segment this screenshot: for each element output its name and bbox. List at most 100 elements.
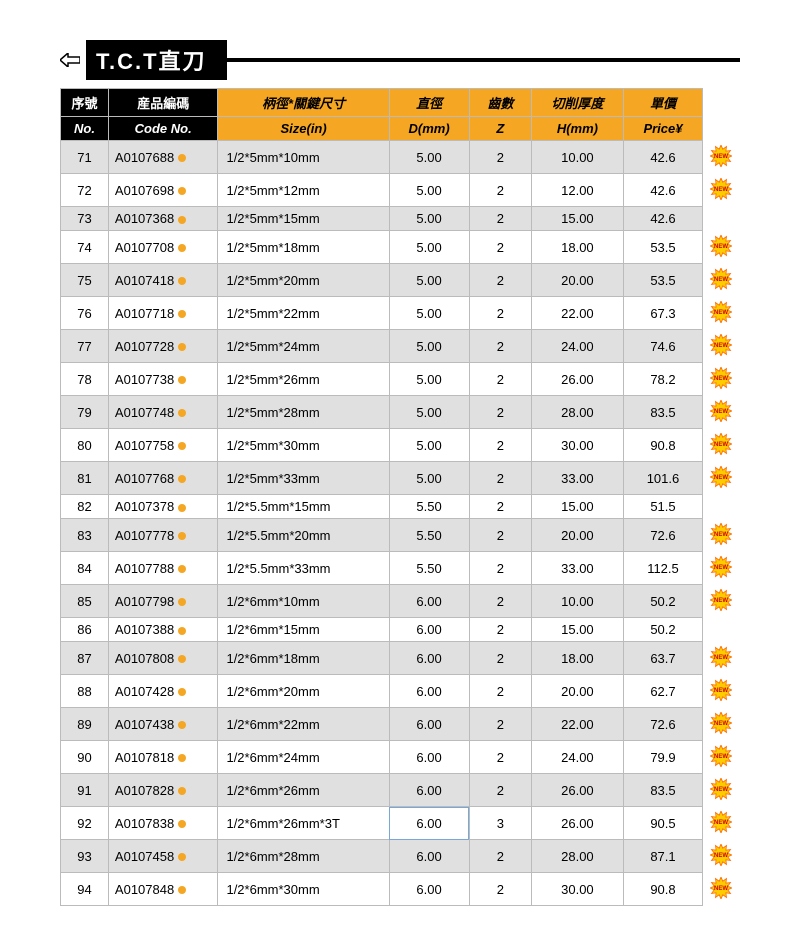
cell-no: 90	[61, 741, 109, 774]
cell-no: 93	[61, 840, 109, 873]
cell-no: 78	[61, 363, 109, 396]
header-row-zh: 序號 産品編碼 柄徑*關鍵尺寸 直徑 齒數 切削厚度 單價	[61, 89, 740, 117]
cell-badge: NEW	[703, 840, 740, 873]
svg-text:NEW: NEW	[714, 532, 728, 538]
cell-d: 6.00	[389, 618, 469, 642]
new-badge-icon: NEW	[710, 433, 732, 455]
table-row: 80A01077581/2*5mm*30mm5.00230.0090.8NEW	[61, 429, 740, 462]
cell-z: 2	[469, 396, 532, 429]
cell-no: 80	[61, 429, 109, 462]
cell-code: A0107428	[108, 675, 218, 708]
cell-price: 90.5	[623, 807, 703, 840]
dot-icon	[178, 787, 186, 795]
cell-h: 10.00	[532, 585, 623, 618]
dot-icon	[178, 154, 186, 162]
cell-badge	[703, 495, 740, 519]
table-row: 74A01077081/2*5mm*18mm5.00218.0053.5NEW	[61, 231, 740, 264]
cell-badge: NEW	[703, 519, 740, 552]
cell-badge: NEW	[703, 396, 740, 429]
cell-size: 1/2*5mm*33mm	[218, 462, 389, 495]
cell-z: 2	[469, 585, 532, 618]
dot-icon	[178, 343, 186, 351]
cell-size: 1/2*6mm*30mm	[218, 873, 389, 906]
header-row-en: No. Code No. Size(in) D(mm) Z H(mm) Pric…	[61, 117, 740, 141]
cell-size: 1/2*6mm*24mm	[218, 741, 389, 774]
svg-text:NEW: NEW	[714, 787, 728, 793]
cell-badge: NEW	[703, 462, 740, 495]
cell-no: 75	[61, 264, 109, 297]
svg-text:NEW: NEW	[714, 442, 728, 448]
dot-icon	[178, 565, 186, 573]
th-h-en: H(mm)	[532, 117, 623, 141]
cell-size: 1/2*5mm*28mm	[218, 396, 389, 429]
table-row: 85A01077981/2*6mm*10mm6.00210.0050.2NEW	[61, 585, 740, 618]
cell-h: 22.00	[532, 708, 623, 741]
cell-size: 1/2*5mm*20mm	[218, 264, 389, 297]
cell-price: 74.6	[623, 330, 703, 363]
new-badge-icon: NEW	[710, 778, 732, 800]
cell-d: 6.00	[389, 585, 469, 618]
cell-d: 6.00	[389, 807, 469, 840]
table-row: 93A01074581/2*6mm*28mm6.00228.0087.1NEW	[61, 840, 740, 873]
cell-code: A0107378	[108, 495, 218, 519]
cell-z: 2	[469, 840, 532, 873]
cell-badge: NEW	[703, 141, 740, 174]
cell-badge: NEW	[703, 297, 740, 330]
cell-no: 76	[61, 297, 109, 330]
cell-h: 15.00	[532, 207, 623, 231]
cell-price: 83.5	[623, 774, 703, 807]
cell-badge: NEW	[703, 429, 740, 462]
cell-h: 26.00	[532, 363, 623, 396]
cell-size: 1/2*5mm*30mm	[218, 429, 389, 462]
cell-size: 1/2*5mm*18mm	[218, 231, 389, 264]
dot-icon	[178, 820, 186, 828]
cell-d: 5.00	[389, 141, 469, 174]
cell-price: 42.6	[623, 174, 703, 207]
cell-z: 2	[469, 642, 532, 675]
cell-code: A0107698	[108, 174, 218, 207]
cell-size: 1/2*5mm*12mm	[218, 174, 389, 207]
cell-size: 1/2*5.5mm*20mm	[218, 519, 389, 552]
cell-size: 1/2*5mm*15mm	[218, 207, 389, 231]
cell-price: 87.1	[623, 840, 703, 873]
cell-no: 81	[61, 462, 109, 495]
title-bar: T.C.T直刀	[60, 40, 740, 80]
svg-text:NEW: NEW	[714, 376, 728, 382]
th-no-en: No.	[61, 117, 109, 141]
table-row: 79A01077481/2*5mm*28mm5.00228.0083.5NEW	[61, 396, 740, 429]
cell-badge: NEW	[703, 231, 740, 264]
cell-badge: NEW	[703, 708, 740, 741]
dot-icon	[178, 853, 186, 861]
cell-d: 6.00	[389, 675, 469, 708]
cell-h: 22.00	[532, 297, 623, 330]
cell-badge: NEW	[703, 807, 740, 840]
cell-price: 53.5	[623, 231, 703, 264]
svg-text:NEW: NEW	[714, 343, 728, 349]
cell-no: 77	[61, 330, 109, 363]
svg-text:NEW: NEW	[714, 754, 728, 760]
cell-badge: NEW	[703, 330, 740, 363]
cell-badge	[703, 207, 740, 231]
svg-text:NEW: NEW	[714, 310, 728, 316]
table-row: 88A01074281/2*6mm*20mm6.00220.0062.7NEW	[61, 675, 740, 708]
cell-z: 2	[469, 174, 532, 207]
cell-no: 91	[61, 774, 109, 807]
cell-size: 1/2*6mm*10mm	[218, 585, 389, 618]
cell-price: 112.5	[623, 552, 703, 585]
cell-h: 24.00	[532, 741, 623, 774]
cell-badge: NEW	[703, 264, 740, 297]
svg-text:NEW: NEW	[714, 409, 728, 415]
cell-size: 1/2*5mm*22mm	[218, 297, 389, 330]
cell-h: 18.00	[532, 231, 623, 264]
cell-z: 2	[469, 618, 532, 642]
cell-d: 5.00	[389, 363, 469, 396]
cell-z: 2	[469, 495, 532, 519]
th-badge	[703, 89, 740, 117]
cell-h: 24.00	[532, 330, 623, 363]
dot-icon	[178, 442, 186, 450]
cell-code: A0107738	[108, 363, 218, 396]
cell-z: 2	[469, 297, 532, 330]
cell-d: 5.00	[389, 264, 469, 297]
new-badge-icon: NEW	[710, 367, 732, 389]
cell-badge: NEW	[703, 363, 740, 396]
